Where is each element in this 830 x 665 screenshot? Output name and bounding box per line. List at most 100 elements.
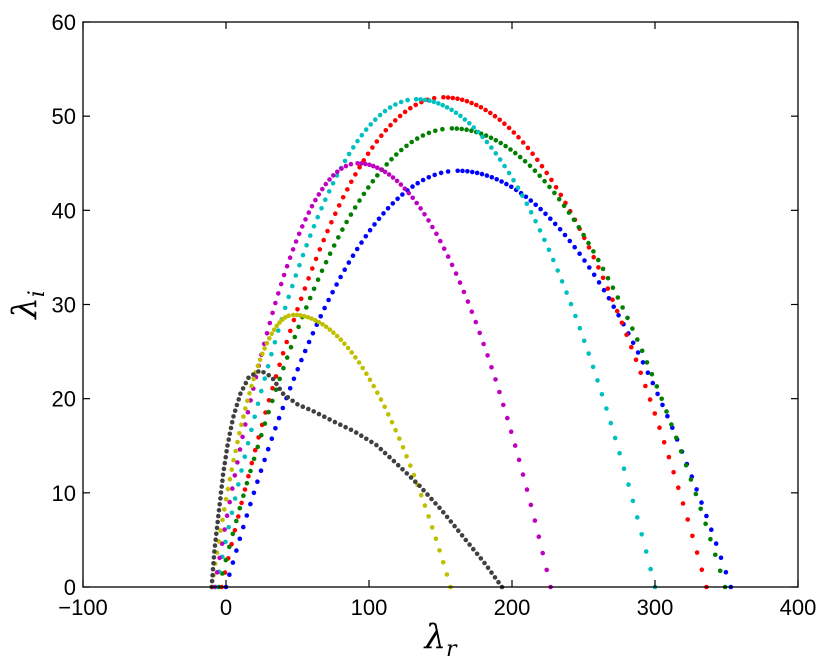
data-point	[348, 161, 354, 167]
data-point	[638, 370, 643, 376]
data-point	[444, 105, 450, 110]
data-point	[364, 371, 369, 377]
data-point	[418, 206, 423, 211]
data-point	[299, 357, 304, 363]
data-point	[549, 177, 554, 183]
data-point	[459, 97, 465, 103]
data-point	[349, 350, 355, 355]
data-point	[248, 468, 253, 474]
data-point	[568, 301, 574, 307]
data-point	[473, 319, 479, 325]
data-point	[232, 473, 238, 478]
data-point	[386, 172, 392, 177]
data-point	[293, 273, 299, 278]
x-tick-label: 100	[351, 595, 388, 620]
data-point	[210, 572, 215, 578]
data-point	[474, 170, 480, 176]
data-point	[245, 410, 251, 415]
data-point	[664, 409, 669, 414]
data-point	[334, 282, 339, 287]
data-point	[219, 541, 225, 546]
data-point	[313, 256, 319, 262]
data-point	[400, 192, 405, 197]
data-point	[259, 432, 264, 438]
data-point	[214, 525, 220, 531]
data-point	[374, 442, 379, 448]
data-point	[371, 383, 377, 389]
data-point	[471, 546, 476, 552]
data-point	[397, 436, 402, 441]
data-point	[353, 355, 358, 360]
data-point	[688, 477, 694, 482]
data-point	[665, 413, 670, 419]
data-point	[535, 157, 540, 163]
data-point	[367, 377, 373, 383]
data-point	[229, 419, 235, 425]
data-point	[629, 344, 634, 350]
data-point	[356, 360, 362, 365]
data-point	[226, 524, 231, 530]
data-point	[269, 331, 275, 337]
data-point	[308, 233, 313, 238]
data-point	[364, 436, 369, 442]
data-point	[703, 521, 708, 527]
data-point	[375, 390, 380, 396]
data-point	[497, 117, 503, 123]
data-point	[528, 198, 534, 203]
data-point	[311, 286, 317, 292]
data-point	[296, 231, 302, 237]
data-point	[295, 367, 301, 372]
data-point	[698, 506, 703, 512]
data-point	[295, 307, 300, 312]
data-point	[310, 331, 316, 336]
data-point	[218, 496, 223, 501]
data-point	[270, 398, 275, 404]
data-point	[427, 98, 432, 103]
data-point	[235, 439, 240, 445]
data-point	[239, 468, 244, 473]
data-point	[272, 340, 278, 345]
data-point	[306, 210, 312, 215]
data-point	[445, 95, 451, 100]
data-point	[611, 304, 616, 310]
data-point	[273, 387, 279, 393]
data-point	[319, 268, 325, 274]
data-point	[532, 168, 538, 173]
data-point	[255, 363, 261, 369]
data-point	[280, 391, 286, 397]
data-point	[222, 460, 228, 466]
data-point	[326, 297, 331, 303]
data-point	[630, 340, 636, 346]
data-point	[219, 484, 224, 489]
data-point	[244, 513, 250, 518]
data-point	[246, 375, 251, 381]
data-point	[397, 113, 403, 119]
data-point	[429, 496, 434, 502]
data-point	[252, 414, 257, 420]
data-point	[422, 212, 427, 217]
data-point	[399, 147, 404, 153]
data-point	[440, 126, 445, 132]
data-point	[233, 448, 238, 454]
data-point	[255, 401, 261, 407]
y-tick-label: 40	[52, 198, 76, 223]
data-point	[497, 157, 503, 162]
data-point	[425, 492, 430, 497]
data-point	[348, 212, 354, 217]
data-point	[236, 397, 241, 402]
data-point	[234, 518, 239, 524]
data-point	[455, 96, 460, 101]
data-point	[255, 479, 260, 485]
data-point	[382, 108, 388, 114]
data-point	[444, 572, 450, 577]
data-point	[501, 402, 506, 408]
data-point	[357, 198, 362, 203]
data-point	[329, 220, 334, 225]
data-point	[345, 187, 350, 192]
data-point	[368, 122, 374, 127]
data-point	[586, 240, 591, 246]
data-point	[327, 251, 333, 256]
data-point	[375, 173, 380, 178]
data-point	[389, 419, 395, 425]
data-point	[508, 429, 514, 435]
